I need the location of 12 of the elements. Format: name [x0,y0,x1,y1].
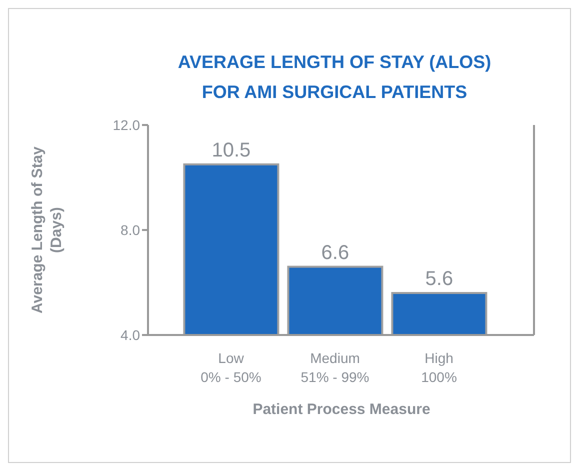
data-label: 5.6 [425,268,454,290]
x-tick-label: High 100% [421,350,457,385]
x-tick-label: Medium 51% - 99% [300,350,370,385]
y-tick-label: 4.0 [120,326,140,343]
y-axis-title: Average Length of Stay (Days) [29,146,65,314]
data-label: 6.6 [321,242,350,264]
data-label: 10.5 [212,139,251,162]
x-axis-title: Patient Process Measure [252,401,432,418]
chart-title: AVERAGE LENGTH OF STAY (ALOS) FOR AMI SURGICAL PATIENTS [176,51,492,104]
x-tick-label: Low 0% - 50% [200,350,262,385]
y-tick-label: 12.0 [112,116,140,133]
y-tick-label: 8.0 [120,222,140,238]
